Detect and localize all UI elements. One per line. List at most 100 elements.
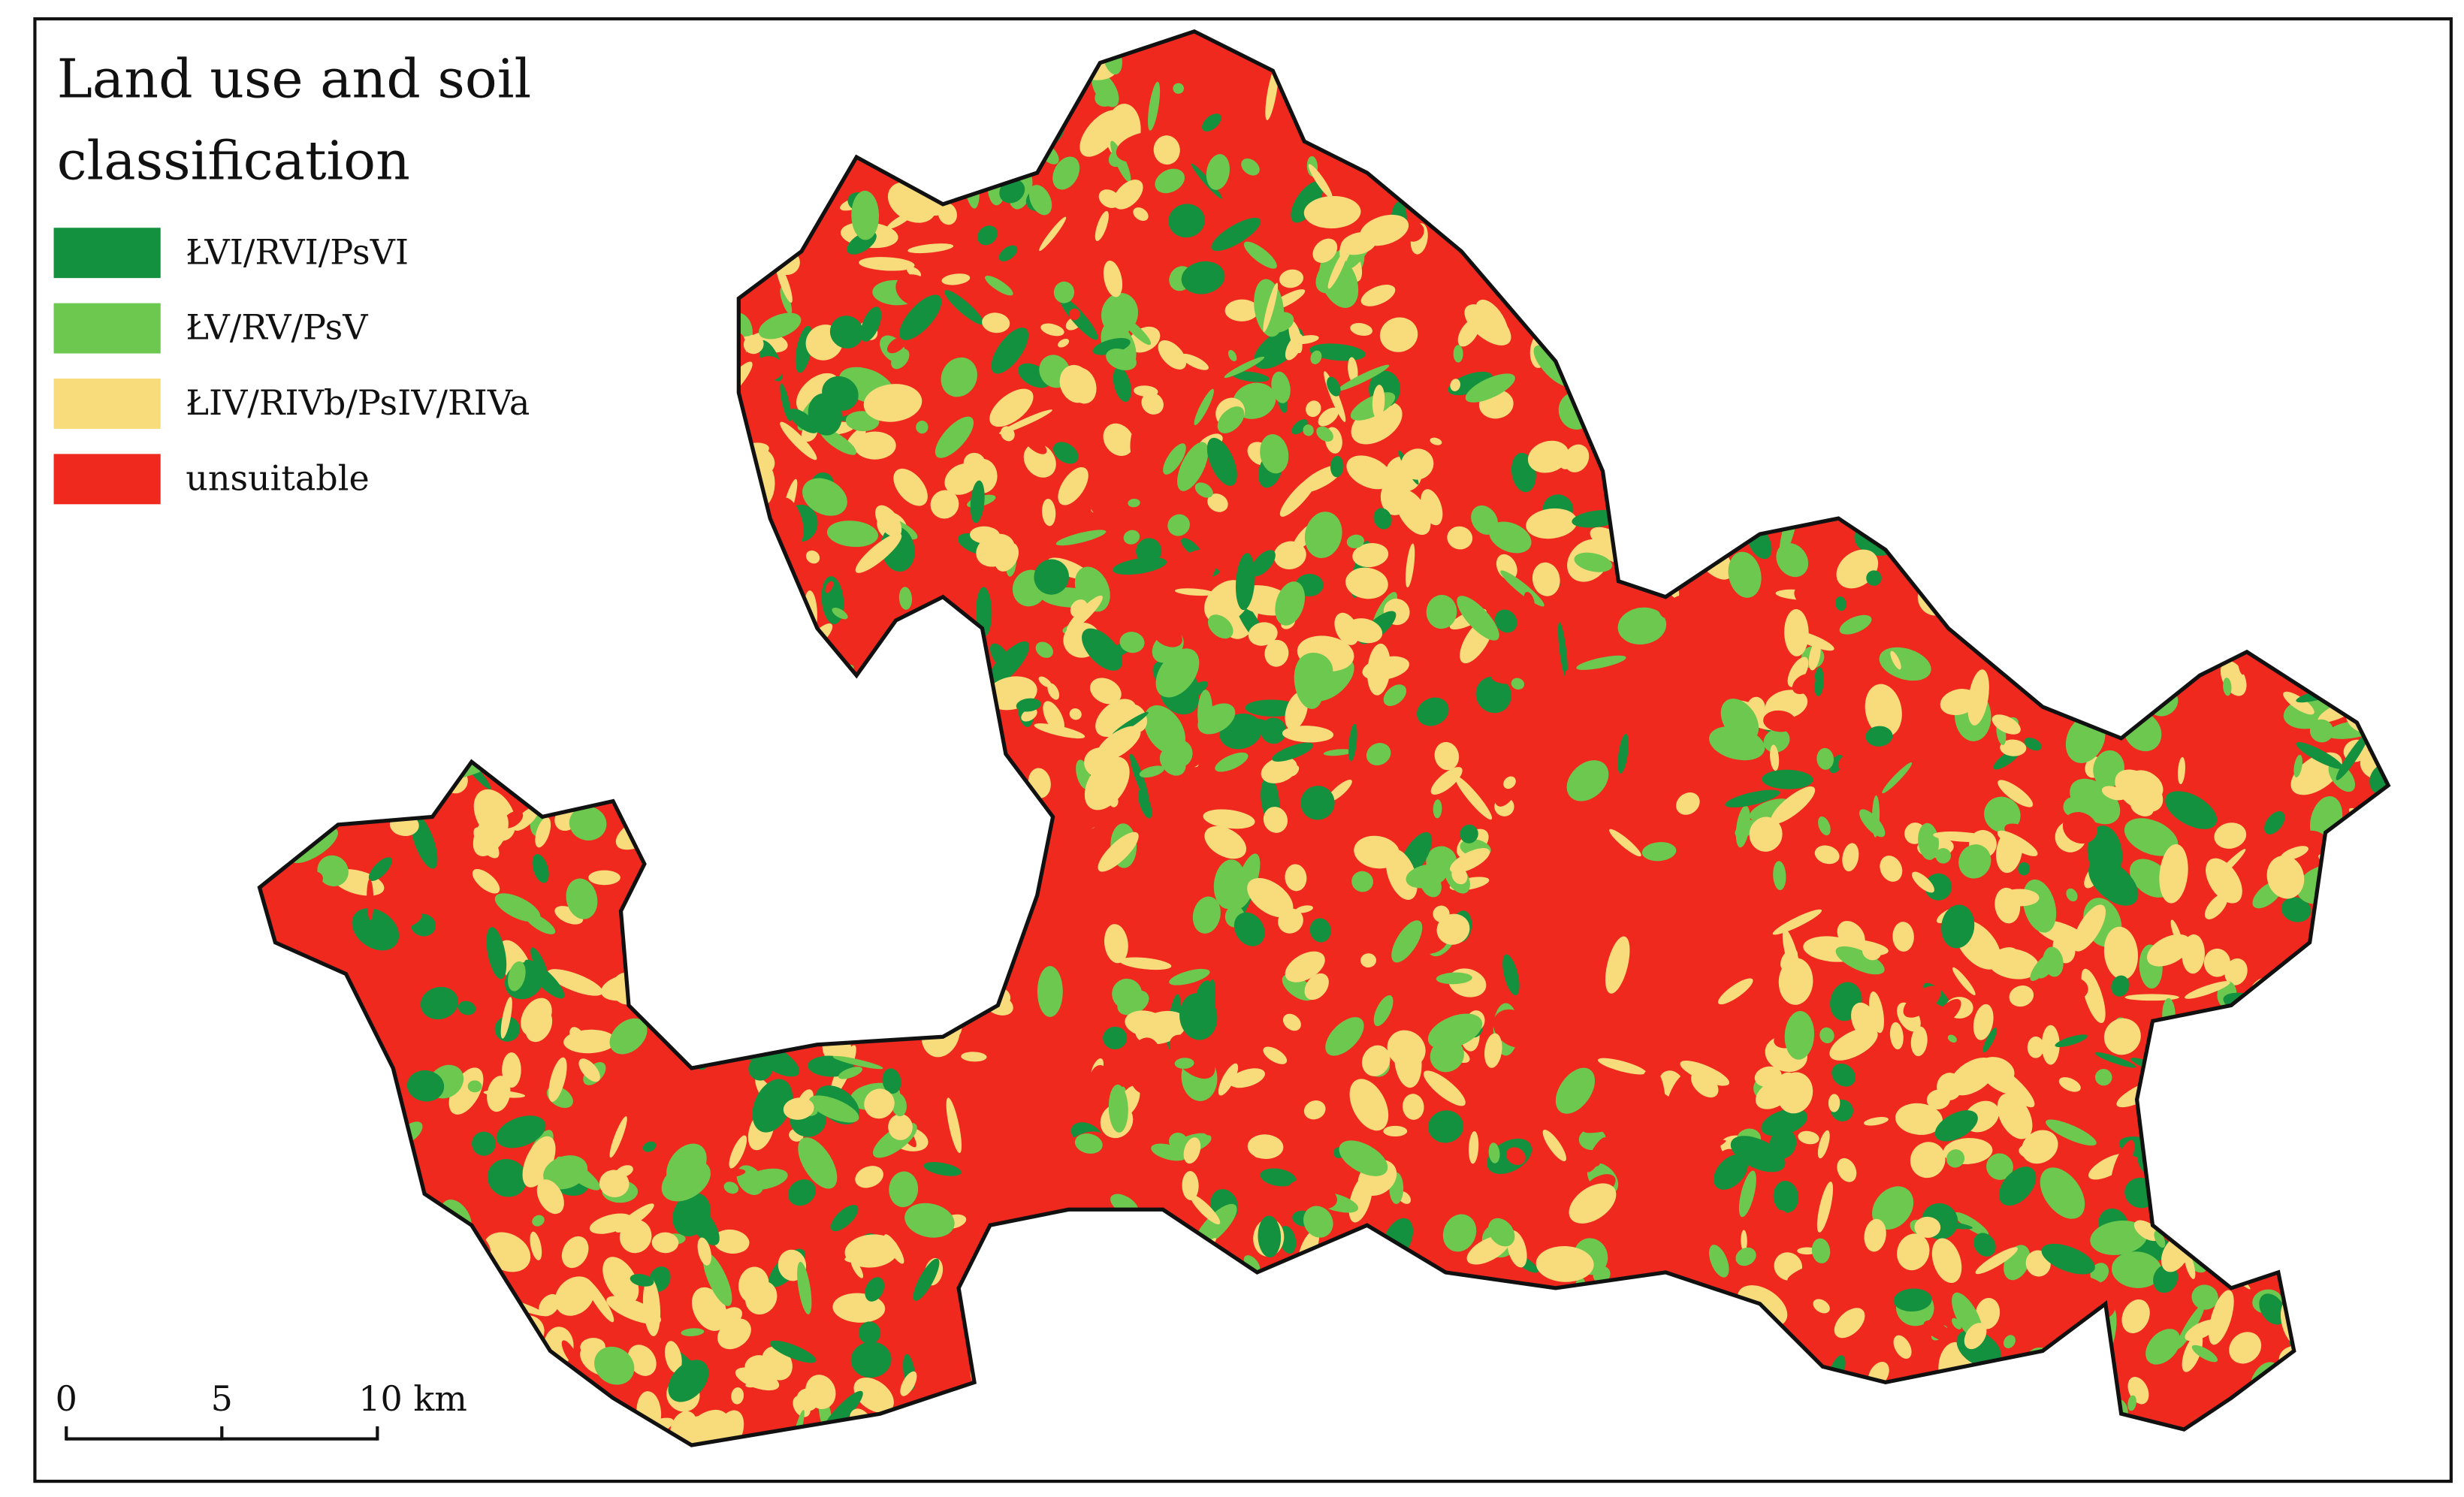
class-patch: [1555, 1067, 1596, 1114]
class-patch: [1263, 282, 1279, 333]
class-patch: [524, 959, 565, 999]
class-patch: [1303, 1100, 1326, 1120]
class-patch: [1130, 414, 1164, 469]
class-patch: [802, 478, 847, 516]
class-patch: [367, 951, 388, 967]
class-patch: [1450, 379, 1460, 391]
class-patch: [2130, 798, 2154, 816]
class-patch: [1197, 690, 1212, 734]
class-patch: [825, 581, 834, 593]
class-patch: [2111, 1251, 2162, 1288]
class-patch: [2040, 1167, 2085, 1219]
class-patch: [2165, 791, 2218, 829]
class-patch: [1217, 406, 1245, 433]
class-patch: [566, 878, 598, 919]
class-patch: [1818, 816, 1831, 836]
class-patch: [1925, 873, 1952, 901]
class-patch: [1424, 1070, 1466, 1106]
class-patch: [1043, 701, 1064, 733]
class-patch: [1502, 954, 1520, 996]
class-patch: [1967, 669, 1989, 726]
class-patch: [1081, 991, 1106, 1024]
class-patch: [1330, 455, 1344, 478]
class-patch: [1997, 780, 2034, 807]
class-patch: [1168, 204, 1205, 238]
class-patch: [1232, 371, 1270, 382]
class-patch: [1735, 805, 1750, 848]
legend-label: ŁIV/RIVb/PsIV/RIVa: [186, 382, 530, 423]
class-patch: [1379, 317, 1418, 352]
class-patch: [1293, 335, 1319, 345]
class-patch: [944, 290, 984, 325]
class-patch: [1304, 512, 1342, 558]
class-patch: [1385, 849, 1418, 901]
class-patch: [1263, 1046, 1288, 1064]
class-patch: [1141, 392, 1164, 415]
class-patch: [1282, 726, 1334, 743]
class-patch: [1436, 913, 1470, 945]
class-patch: [1263, 807, 1288, 833]
class-patch: [1532, 562, 1560, 596]
class-patch: [2041, 1025, 2060, 1065]
class-patch: [1865, 726, 1893, 747]
class-patch: [805, 1375, 836, 1410]
class-patch: [1349, 1079, 1389, 1131]
class-patch: [1436, 972, 1472, 985]
class-patch: [1582, 987, 1614, 1037]
class-patch: [1067, 367, 1097, 404]
class-patch: [2259, 1293, 2286, 1325]
class-patch: [1533, 711, 1571, 735]
class-patch: [1122, 662, 1139, 683]
class-patch: [1153, 135, 1180, 165]
class-patch: [1914, 726, 1950, 776]
class-patch: [826, 521, 878, 548]
class-patch: [1179, 992, 1218, 1040]
class-patch: [1577, 605, 1623, 619]
class-patch: [798, 1137, 838, 1189]
class-patch: [853, 431, 896, 460]
class-patch: [697, 1237, 711, 1266]
class-patch: [1250, 550, 1276, 577]
class-patch: [2058, 1077, 2081, 1092]
class-patch: [630, 1274, 654, 1287]
class-patch: [2101, 786, 2127, 801]
class-patch: [2281, 897, 2312, 922]
class-patch: [2090, 1220, 2148, 1255]
class-patch: [1529, 615, 1557, 640]
class-patch: [2018, 862, 2031, 876]
class-patch: [1318, 407, 1339, 427]
class-patch: [713, 1229, 750, 1254]
class-patch: [2182, 1333, 2203, 1372]
class-patch: [1266, 312, 1294, 333]
class-patch: [1316, 426, 1333, 442]
class-patch: [1169, 549, 1216, 596]
class-patch: [2103, 1018, 2141, 1055]
class-patch: [1749, 798, 1791, 821]
class-patch: [1638, 942, 1667, 986]
class-patch: [1304, 973, 1329, 1001]
class-patch: [1842, 843, 1859, 872]
class-patch: [1183, 1137, 1201, 1164]
class-patch: [935, 416, 974, 458]
class-patch: [977, 225, 998, 246]
class-patch: [1194, 482, 1213, 498]
class-patch: [406, 1070, 445, 1102]
class-patch: [1998, 1167, 2037, 1206]
class-patch: [998, 245, 1018, 261]
class-patch: [2159, 844, 2188, 904]
class-patch: [1545, 840, 1572, 854]
class-patch: [1420, 871, 1442, 898]
class-patch: [2293, 754, 2302, 777]
class-patch: [1835, 946, 1885, 975]
class-patch: [2009, 771, 2036, 805]
class-patch: [1090, 489, 1113, 515]
class-patch: [1215, 752, 1249, 772]
legend-title: classification: [57, 129, 410, 192]
class-patch: [1698, 844, 1714, 884]
class-patch: [1123, 530, 1140, 545]
class-patch: [1610, 1224, 1642, 1248]
class-patch: [1574, 552, 1613, 572]
class-patch: [1383, 1125, 1408, 1137]
class-patch: [1207, 614, 1234, 639]
class-patch: [776, 497, 804, 546]
